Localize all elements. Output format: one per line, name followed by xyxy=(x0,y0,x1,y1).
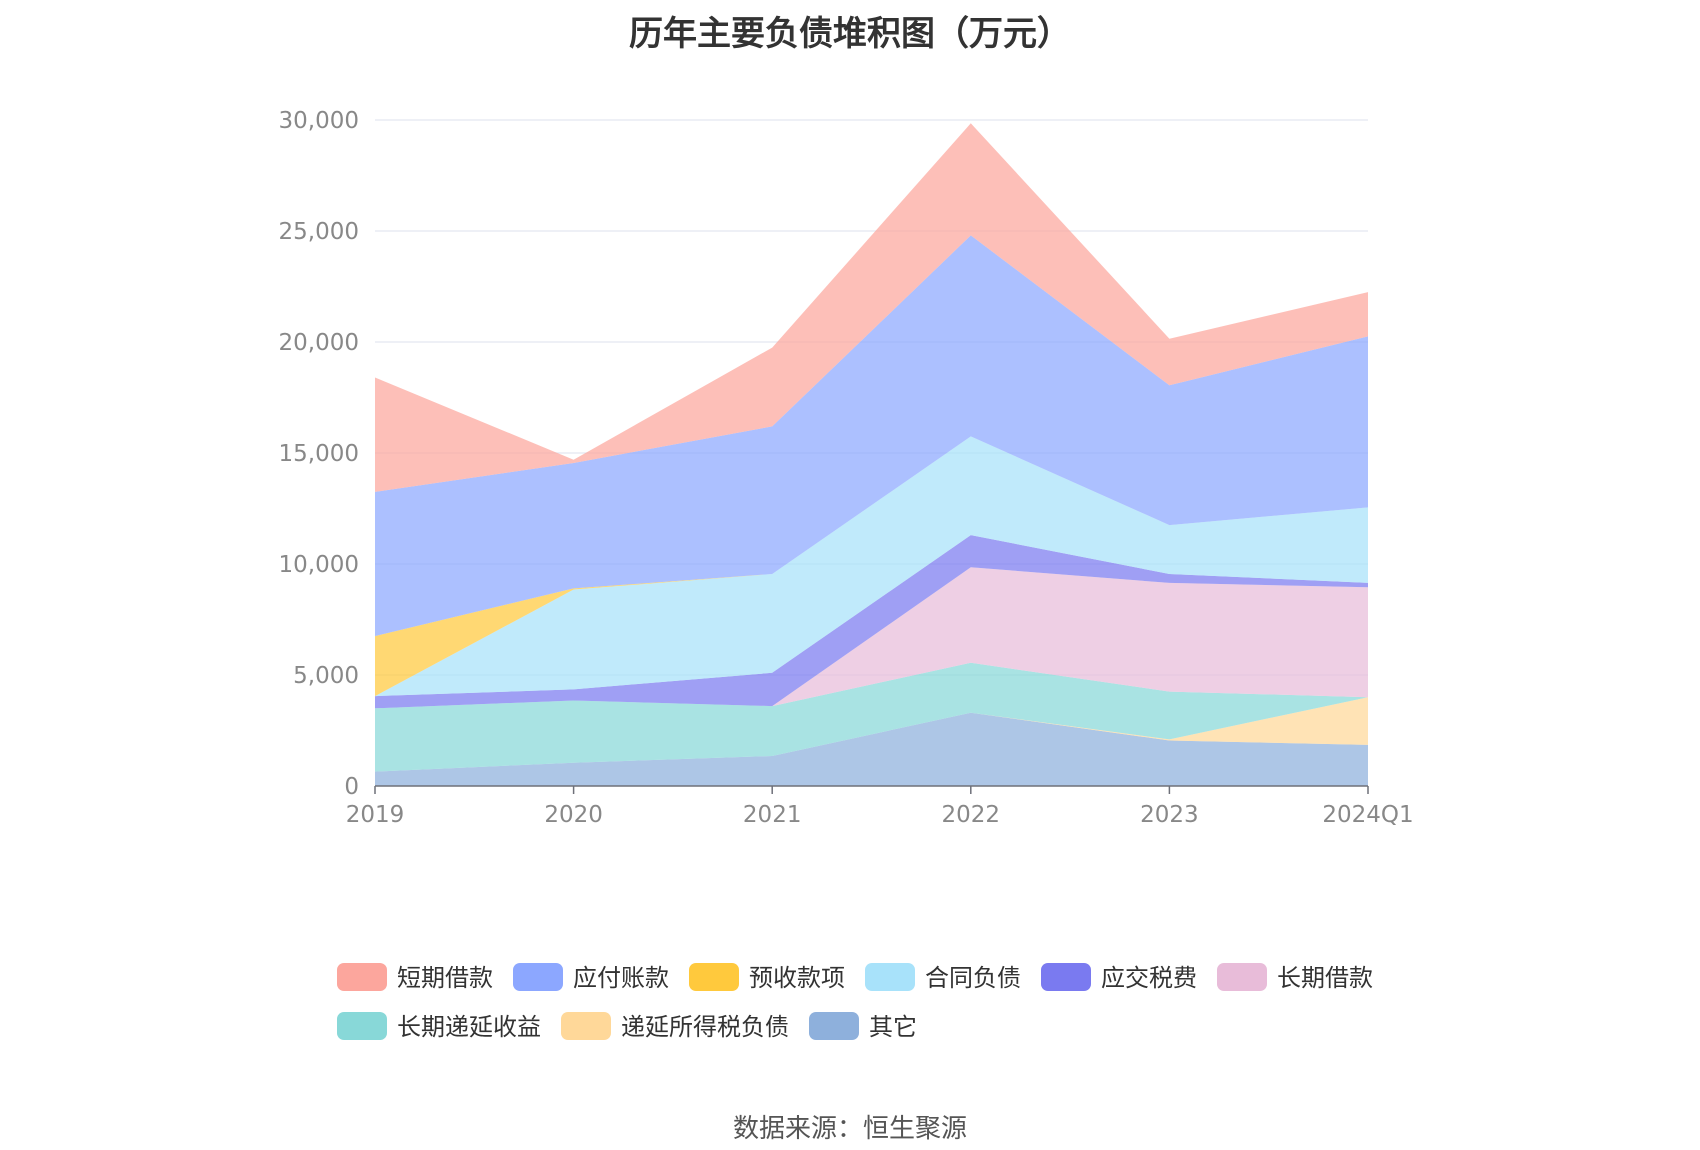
x-tick-label: 2019 xyxy=(346,802,405,828)
legend-item[interactable]: 递延所得税负债 xyxy=(561,1012,789,1041)
legend-item[interactable]: 长期递延收益 xyxy=(337,1012,541,1041)
legend-swatch xyxy=(337,1012,387,1040)
area-series-应付账款 xyxy=(375,235,1368,637)
chart-title: 历年主要负债堆积图（万元） xyxy=(629,14,1071,54)
legend-swatch xyxy=(1217,963,1267,991)
legend-item[interactable]: 其它 xyxy=(809,1012,917,1041)
axis-layer: 0 5,000 10,000 15,000 20,000 25,000 30,000 2019… xyxy=(279,108,1414,828)
y-tick-label: 30,000 xyxy=(279,108,359,134)
y-tick-label: 10,000 xyxy=(279,552,359,578)
area-layer xyxy=(375,123,1368,786)
legend-label: 长期借款 xyxy=(1277,964,1373,992)
legend-item[interactable]: 合同负债 xyxy=(865,963,1021,992)
legend-swatch xyxy=(865,963,915,991)
area-series-其它 xyxy=(375,712,1368,786)
legend-label: 短期借款 xyxy=(397,964,493,992)
area-series-短期借款 xyxy=(375,123,1368,492)
y-tick-label: 25,000 xyxy=(279,219,359,245)
legend-swatch xyxy=(689,963,739,991)
y-tick-label: 15,000 xyxy=(279,441,359,467)
legend-item[interactable]: 应交税费 xyxy=(1041,963,1197,992)
legend-label: 预收款项 xyxy=(749,964,845,992)
legend-swatch xyxy=(809,1012,859,1040)
legend-swatch xyxy=(337,963,387,991)
legend-swatch xyxy=(1041,963,1091,991)
legend-label: 递延所得税负债 xyxy=(621,1013,789,1041)
area-series-合同负债 xyxy=(375,436,1368,697)
legend-label: 应交税费 xyxy=(1101,964,1197,992)
area-series-应交税费 xyxy=(375,535,1368,709)
y-tick-label: 20,000 xyxy=(279,330,359,356)
source-note: 数据来源：恒生聚源 xyxy=(732,1114,967,1144)
x-tick-label: 2020 xyxy=(544,802,603,828)
legend-item[interactable]: 应付账款 xyxy=(513,963,669,992)
x-tick-label: 2023 xyxy=(1140,802,1199,828)
legend-label: 长期递延收益 xyxy=(397,1013,541,1041)
legend-swatch xyxy=(513,963,563,991)
legend-label: 其它 xyxy=(869,1013,917,1041)
legend-swatch xyxy=(561,1012,611,1040)
area-series-长期借款 xyxy=(375,567,1368,709)
area-series-长期递延收益 xyxy=(375,662,1368,772)
legend-item[interactable]: 短期借款 xyxy=(337,963,493,992)
x-tick-label: 2024Q1 xyxy=(1322,802,1413,828)
x-tick-label: 2022 xyxy=(942,802,1001,828)
x-tick-label: 2021 xyxy=(743,802,802,828)
legend-label: 应付账款 xyxy=(573,964,669,992)
y-tick-label: 5,000 xyxy=(293,663,359,689)
y-tick-label: 0 xyxy=(344,774,359,800)
legend-label: 合同负债 xyxy=(925,964,1021,992)
legend-item[interactable]: 预收款项 xyxy=(689,963,845,992)
legend-item[interactable]: 长期借款 xyxy=(1217,963,1373,992)
